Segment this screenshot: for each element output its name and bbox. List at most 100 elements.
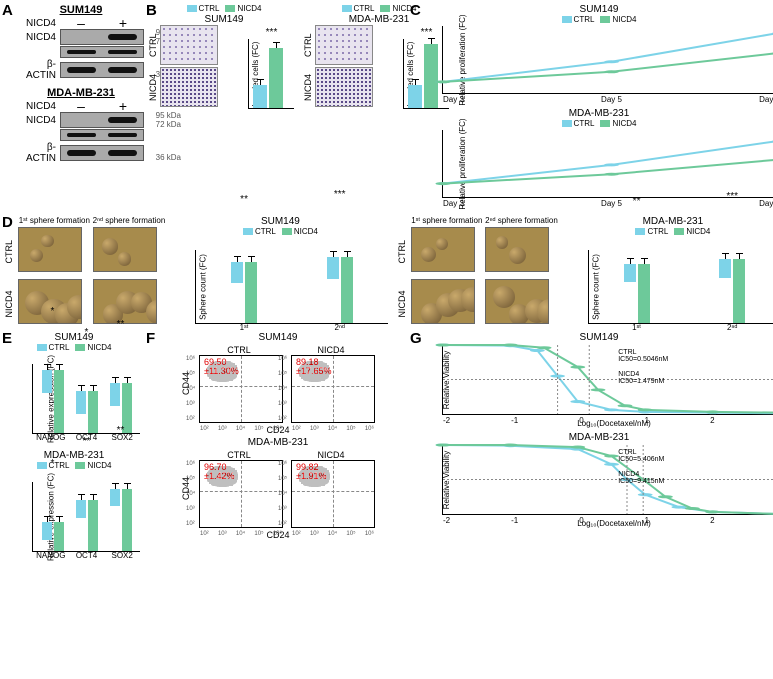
legend-nicd4: NICD4	[75, 343, 111, 352]
bar-nicd4	[54, 370, 64, 433]
swatch-nicd4	[225, 5, 235, 12]
condition-label: NICD4	[287, 345, 375, 355]
micrograph-row-label: CTRL	[148, 25, 158, 65]
bar-ctrl	[327, 257, 339, 278]
chart-title: MDA-MB-231	[412, 432, 773, 443]
bar-group: **	[76, 500, 98, 551]
legend-nicd4: NICD4	[225, 4, 261, 13]
x-axis-ticks: -2-10123	[443, 514, 773, 525]
micrograph-row-label: NICD4	[148, 67, 158, 107]
legend-ctrl: CTRL	[342, 4, 375, 13]
panel-label-C: C	[410, 2, 421, 19]
panel-label-G: G	[410, 330, 422, 347]
cell-line-name: SUM149	[4, 332, 144, 343]
proliferation-chart: SUM149CTRLNICD4Relative proliferation (F…	[412, 4, 773, 94]
bar-group: ***	[719, 259, 745, 323]
cell-line-name: MDA-MB-231	[148, 437, 408, 448]
micrograph-nicd4	[160, 67, 218, 107]
flow-scatter: 89.18±17.65%10²10³10⁴10⁵10⁶10²10³10⁴10⁵1…	[291, 355, 375, 423]
panel-label-D: D	[2, 214, 13, 231]
dose-response-chart: MDA-MB-231Relative ViabilityCTRL IC50=5.…	[412, 432, 773, 529]
ic50-annotation: IC50=9.415nM	[618, 478, 664, 485]
condition-label: CTRL	[195, 450, 283, 460]
figure: A SUM149NICD4–+NICD495 kDa72 kDaβ-ACTIN3…	[0, 0, 773, 570]
swatch-ctrl	[187, 5, 197, 12]
blot-nicd4: 95 kDa72 kDa	[60, 112, 144, 128]
sphere-row-label: CTRL	[4, 227, 16, 277]
significance-marker: *	[42, 306, 64, 317]
cell-line-name: MDA-MB-231	[560, 216, 773, 227]
dose-response-chart: SUM149Relative ViabilityCTRL IC50=0.5046…	[412, 332, 773, 429]
cell-line-name: MDA-MB-231	[4, 450, 144, 461]
panel-D: D 1ˢᵗ sphere formation2ⁿᵈ sphere formati…	[4, 216, 773, 328]
flow-scatter: 69.50±11.30%10²10³10⁴10⁵10⁶10²10³10⁴10⁵1…	[199, 355, 283, 423]
bar-group: **	[624, 264, 650, 323]
legend-nicd4: NICD4	[75, 461, 111, 470]
swatch-ctrl	[635, 228, 645, 235]
bar-nicd4	[341, 257, 353, 323]
bar-nicd4	[88, 500, 98, 551]
expression-chart: MDA-MB-231CTRLNICD4Relative expression (…	[4, 450, 144, 566]
bar-ctrl	[76, 391, 86, 414]
flow-plot: CTRL69.50±11.30%10²10³10⁴10⁵10⁶10²10³10⁴…	[195, 345, 283, 423]
panel-G: G SUM149Relative ViabilityCTRL IC50=0.50…	[412, 332, 773, 566]
sphere-col-header: 1ˢᵗ sphere formation	[18, 216, 91, 225]
sphere-micrograph	[485, 227, 549, 272]
condition-label: CTRL	[195, 345, 283, 355]
blot-label: β-ACTIN	[18, 142, 60, 164]
blot-label: NICD4	[18, 32, 60, 43]
sphere-row-label: NICD4	[4, 279, 16, 329]
row-label: NICD4	[18, 101, 60, 112]
sphere-micrograph	[93, 279, 157, 324]
flow-percentage: 89.18±17.65%	[296, 358, 331, 376]
bar-group: *	[76, 391, 98, 433]
flow-percentage: 69.50±11.30%	[204, 358, 239, 376]
condition-label: NICD4	[287, 450, 375, 460]
sphere-micrograph	[411, 279, 475, 324]
blot-actin: 36 kDa	[60, 62, 144, 78]
legend-ctrl: CTRL	[562, 119, 595, 128]
sphere-col-header: 2ⁿᵈ sphere formation	[485, 216, 558, 225]
swatch-nicd4	[282, 228, 292, 235]
swatch-ctrl	[342, 5, 352, 12]
legend-ctrl: CTRL	[187, 4, 220, 13]
swatch-ctrl	[562, 16, 572, 23]
bar-ctrl	[110, 383, 120, 406]
flow-plot: CTRL96.70±1.42%10²10³10⁴10⁵10⁶10²10³10⁴1…	[195, 450, 283, 528]
x-axis-ticks: -2-10123	[443, 414, 773, 425]
swatch-nicd4	[600, 120, 610, 127]
x-axis-ticks: Day 3Day 5Day 7	[443, 93, 773, 104]
bar-nicd4	[122, 489, 132, 551]
sphere-row-label: CTRL	[397, 227, 409, 277]
bar-ctrl	[719, 259, 731, 278]
blot-spacer	[60, 129, 144, 141]
sphere-col-header: 2ⁿᵈ sphere formation	[93, 216, 166, 225]
lane-minus: –	[60, 18, 102, 29]
significance-marker: **	[76, 436, 98, 447]
sphere-micrograph	[18, 227, 82, 272]
ic50-annotation: IC50=5.406nM	[618, 456, 664, 463]
panel-label-A: A	[2, 2, 13, 19]
swatch-ctrl	[243, 228, 253, 235]
flow-plot: NICD489.18±17.65%10²10³10⁴10⁵10⁶10²10³10…	[287, 345, 375, 423]
bar-nicd4	[638, 264, 650, 323]
panel-label-F: F	[146, 330, 155, 347]
bar-nicd4	[54, 522, 64, 551]
legend: CTRLNICD4	[560, 227, 773, 236]
bar-ctrl	[624, 264, 636, 283]
expression-barchart: Relative expression (FC)****NANOGOCT4SOX…	[32, 364, 140, 434]
lane-minus: –	[60, 101, 102, 112]
bar-ctrl	[42, 370, 52, 393]
swatch-nicd4	[674, 228, 684, 235]
significance-marker: **	[231, 194, 257, 205]
sphere-micrograph	[93, 227, 157, 272]
flow-percentage: 99.82±1.91%	[296, 463, 326, 481]
blot-label: NICD4	[18, 115, 60, 126]
legend-nicd4: NICD4	[600, 15, 636, 24]
blot-group: SUM149NICD4–+NICD495 kDa72 kDaβ-ACTIN36 …	[18, 4, 144, 81]
swatch-nicd4	[75, 344, 85, 351]
blot-actin: 36 kDa	[60, 145, 144, 161]
sphere-micrograph	[485, 279, 549, 324]
micrograph-ctrl	[315, 25, 373, 65]
lane-plus: +	[102, 101, 144, 112]
